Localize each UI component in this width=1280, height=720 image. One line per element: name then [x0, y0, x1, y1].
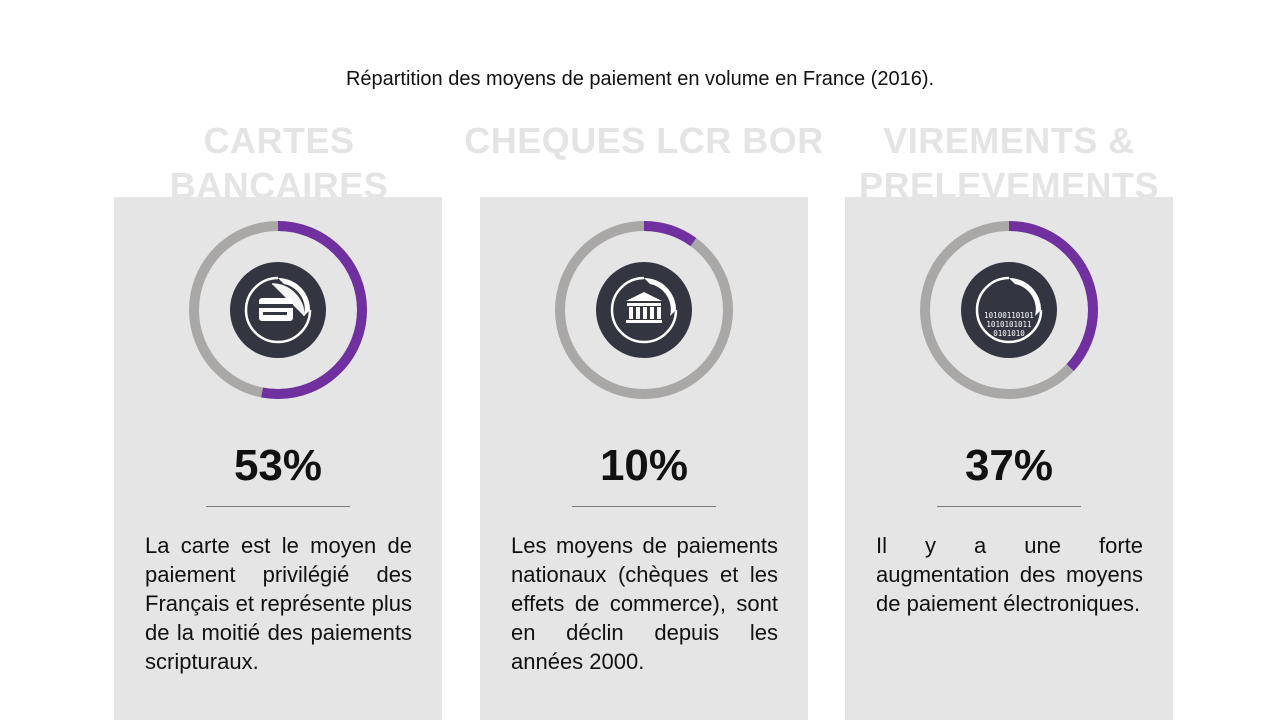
binary-line: 1010101011 [986, 320, 1031, 329]
card-heading-cartes: CARTES BANCAIRES [169, 120, 389, 198]
divider [206, 506, 350, 507]
percent-value: 10% [599, 441, 689, 490]
binary-line: 0101010 [993, 329, 1025, 338]
page-title: Répartition des moyens de paiement en vo… [345, 68, 935, 90]
credit-card-icon [230, 262, 326, 358]
card-cartes-bancaires: 53% La carte est le moyen de paiement pr… [114, 197, 442, 720]
card-heading-cheques: CHEQUES LCR BOR [464, 120, 824, 161]
ring-value-arc [920, 221, 1098, 399]
card-virements-prelevements: 10100110101 1010101011 0101010 37% Il y … [845, 197, 1173, 720]
donut-ring-virements: 10100110101 1010101011 0101010 [920, 221, 1098, 399]
divider [937, 506, 1081, 507]
donut-ring-cheques [555, 221, 733, 399]
description-text: Il y a une forte augmentation des moyens… [876, 533, 1143, 616]
description-text: Les moyens de paiements nationaux (chèqu… [511, 533, 778, 674]
ring-value-arc [189, 221, 367, 399]
binary-line: 10100110101 [984, 311, 1034, 320]
percent-value: 37% [964, 441, 1054, 490]
card-heading-virements: VIREMENTS & PRELEVEMENTS [858, 120, 1160, 198]
card-cheques-lcr-bor: 10% Les moyens de paiements nationaux (c… [480, 197, 808, 720]
description-text: La carte est le moyen de paiement privil… [145, 533, 412, 674]
ring-value-arc [555, 221, 733, 399]
divider [572, 506, 716, 507]
binary-code-icon: 10100110101 1010101011 0101010 [961, 262, 1057, 358]
percent-value: 53% [233, 441, 323, 490]
bank-icon [596, 262, 692, 358]
donut-ring-cartes [189, 221, 367, 399]
